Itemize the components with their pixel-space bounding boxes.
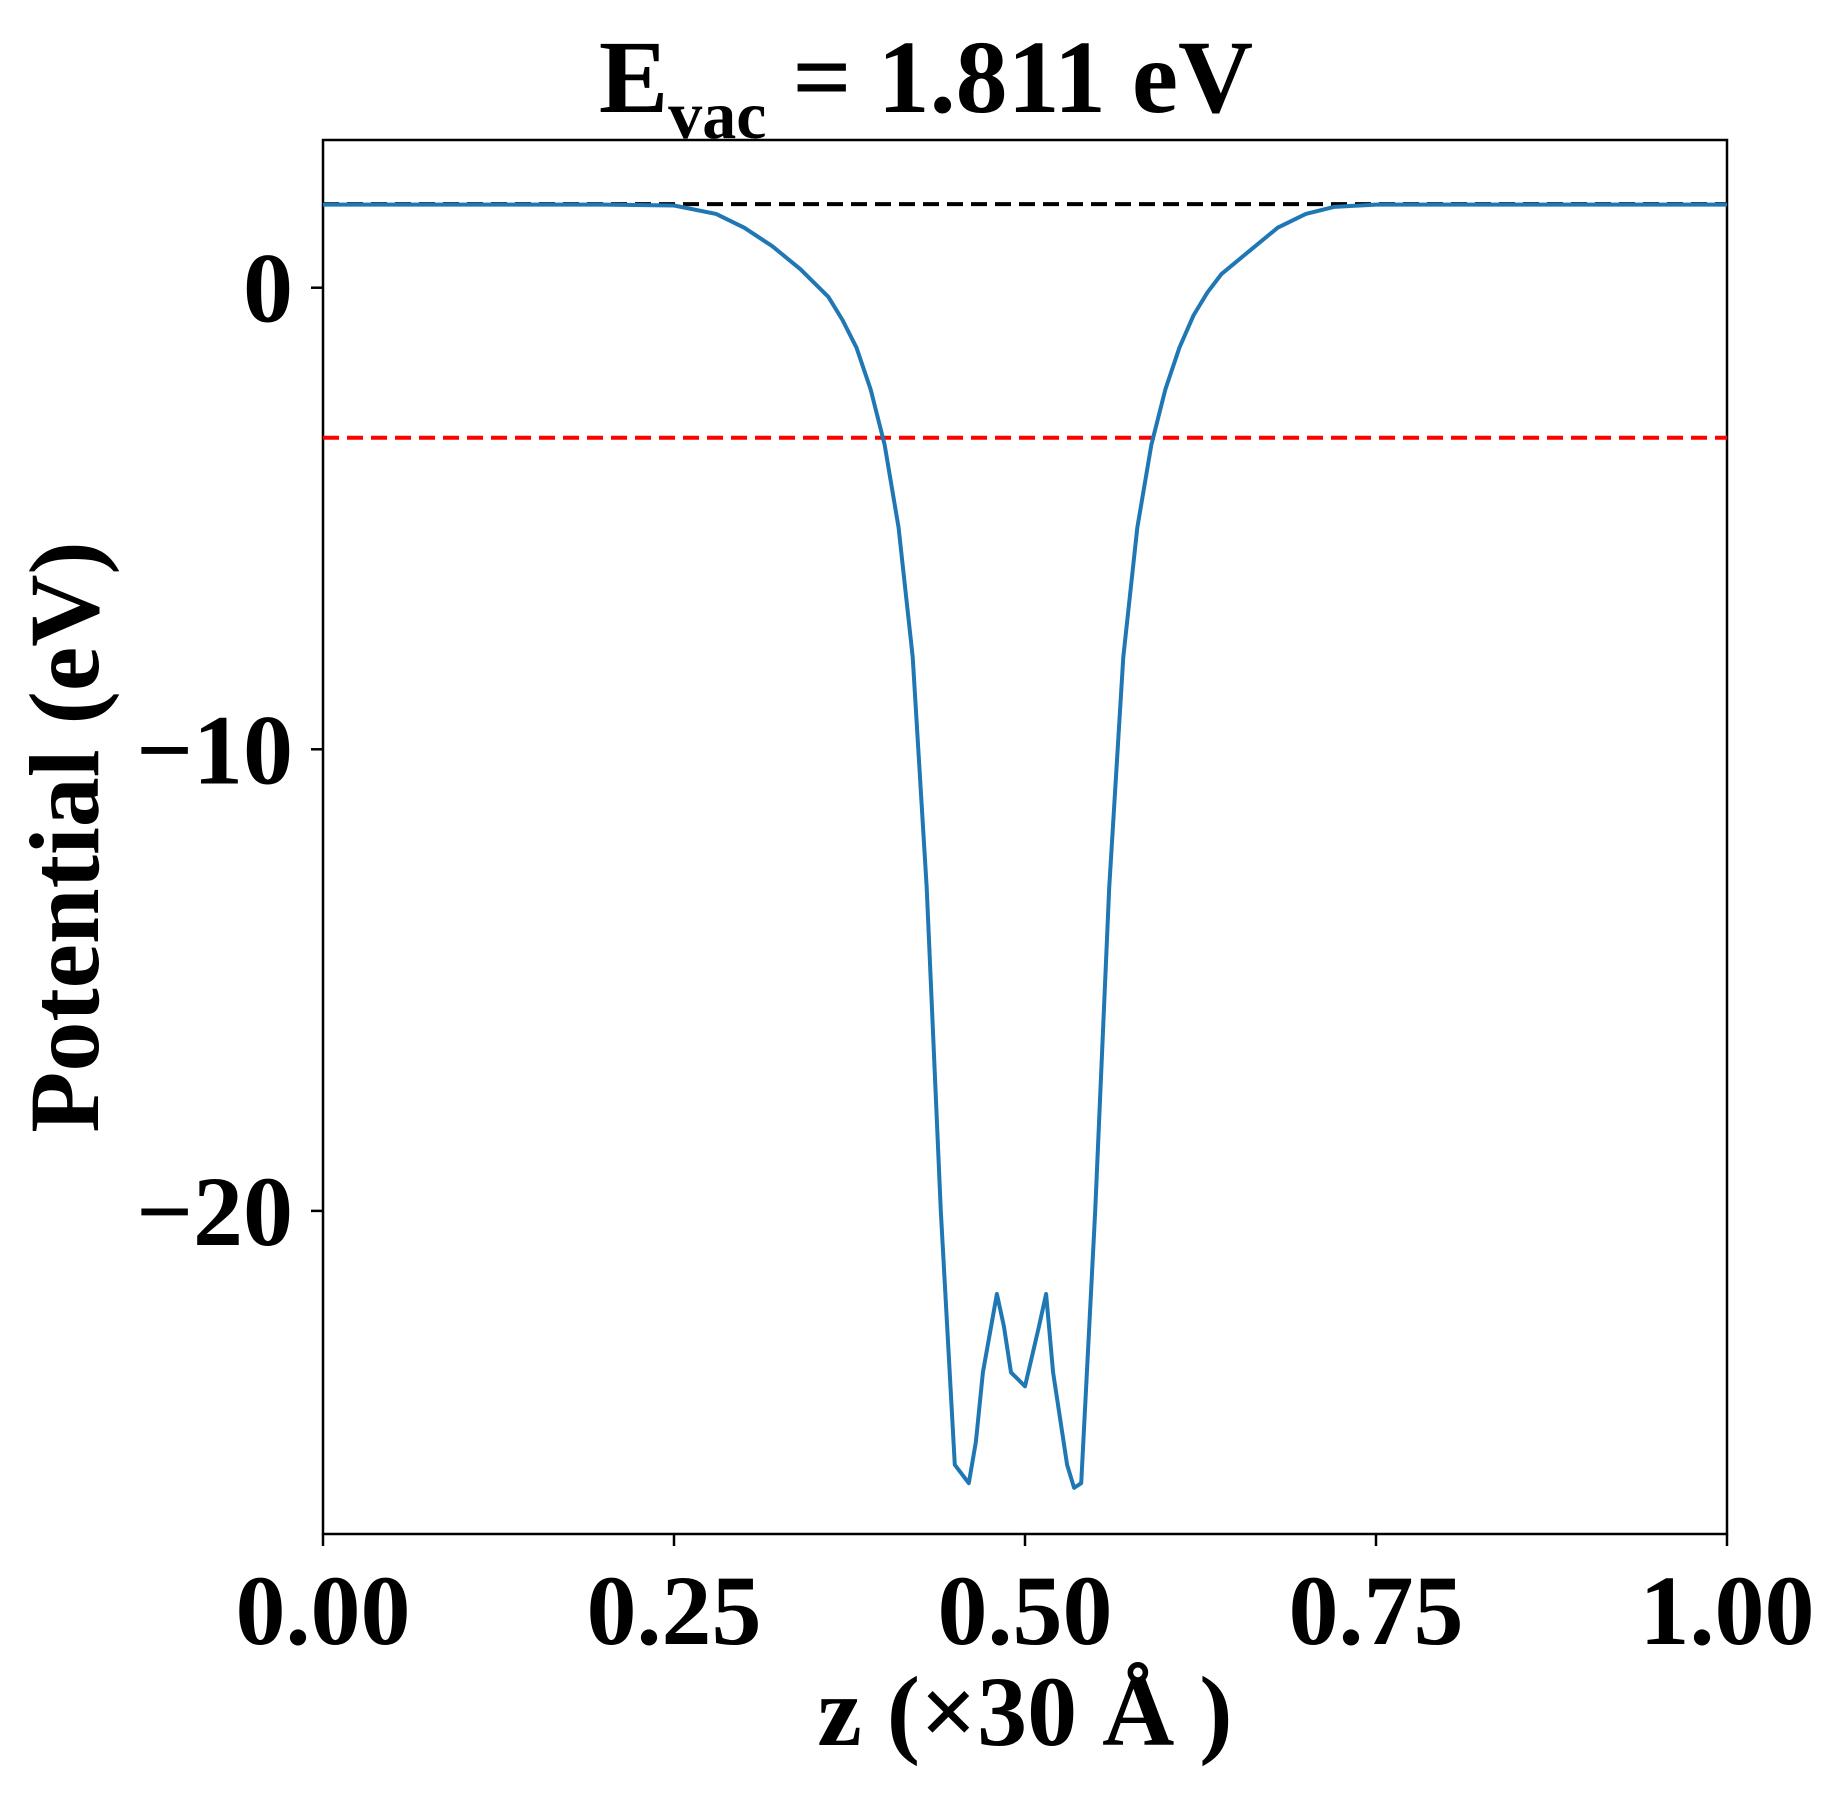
x-tick-label: 1.00 — [1640, 1555, 1815, 1666]
reference-lines — [323, 202, 1727, 440]
x-axis-ticks: 0.00 0.25 0.50 0.75 1.00 — [236, 1534, 1815, 1666]
x-axis-label: z (×30 Å ) — [817, 1656, 1232, 1767]
chart-title-rest: = 1.811 eV — [766, 20, 1253, 135]
x-tick-label: 0.50 — [938, 1555, 1113, 1666]
x-tick-label: 0.00 — [236, 1555, 411, 1666]
chart-title-main: E — [599, 20, 668, 135]
chart-title-subscript: vac — [668, 77, 766, 153]
x-tick-label: 0.25 — [587, 1555, 762, 1666]
y-axis-ticks: 0 −10 −20 — [136, 233, 323, 1267]
series-layer — [323, 202, 1727, 1490]
y-tick-label: 0 — [243, 233, 293, 344]
y-tick-label: −20 — [136, 1156, 293, 1267]
chart-title: Evac = 1.811 eV — [599, 20, 1253, 153]
y-tick-label: −10 — [136, 694, 293, 805]
y-axis-label: Potential (eV) — [9, 541, 120, 1132]
plot-area-frame — [321, 138, 1729, 1536]
x-tick-label: 0.75 — [1289, 1555, 1464, 1666]
series-line-1 — [323, 202, 1727, 1490]
